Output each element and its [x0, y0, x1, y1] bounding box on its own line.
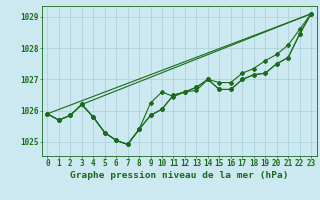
X-axis label: Graphe pression niveau de la mer (hPa): Graphe pression niveau de la mer (hPa) — [70, 171, 288, 180]
